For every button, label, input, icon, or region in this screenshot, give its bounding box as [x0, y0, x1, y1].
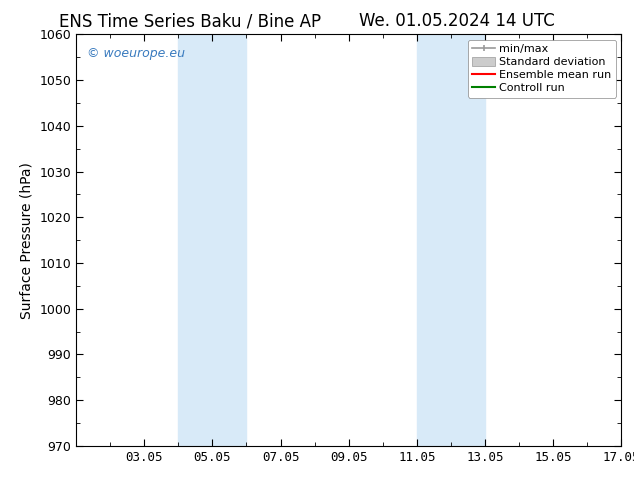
- Text: ENS Time Series Baku / Bine AP: ENS Time Series Baku / Bine AP: [59, 12, 321, 30]
- Y-axis label: Surface Pressure (hPa): Surface Pressure (hPa): [20, 162, 34, 318]
- Bar: [417, 34, 485, 446]
- Legend: min/max, Standard deviation, Ensemble mean run, Controll run: min/max, Standard deviation, Ensemble me…: [468, 40, 616, 98]
- Text: © woeurope.eu: © woeurope.eu: [87, 47, 185, 60]
- Text: We. 01.05.2024 14 UTC: We. 01.05.2024 14 UTC: [359, 12, 554, 30]
- Bar: [178, 34, 247, 446]
